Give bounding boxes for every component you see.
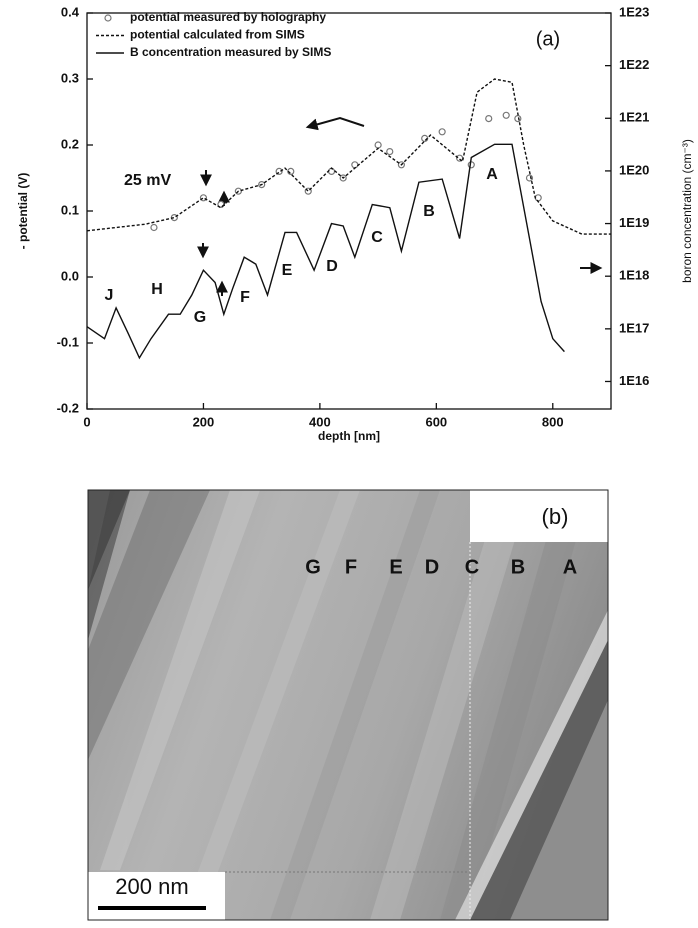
legend-marker bbox=[104, 14, 112, 22]
y2-tick-label: 1E16 bbox=[619, 373, 649, 388]
data-point bbox=[485, 114, 493, 123]
annotation: 25 mV bbox=[124, 172, 171, 189]
data-point bbox=[514, 114, 522, 123]
y-tick-label: 0.1 bbox=[61, 202, 79, 217]
data-point bbox=[150, 223, 158, 232]
band-label: D bbox=[425, 556, 439, 578]
y2-tick-label: 1E20 bbox=[619, 162, 649, 177]
scale-label: 200 nm bbox=[115, 874, 188, 899]
y-tick-label: -0.2 bbox=[57, 400, 79, 415]
noisy-edge bbox=[88, 490, 130, 590]
y-tick-label: 0.2 bbox=[61, 136, 79, 151]
x-tick-label: 400 bbox=[309, 414, 331, 429]
panel-label: (b) bbox=[542, 504, 569, 529]
micrograph bbox=[88, 490, 608, 920]
annotation: F bbox=[240, 289, 250, 306]
annotation: E bbox=[282, 262, 293, 279]
legend-label: B concentration measured by SIMS bbox=[130, 45, 331, 59]
y2-axis-label: boron concentration (cm⁻³) bbox=[680, 139, 694, 283]
band-label: E bbox=[389, 556, 402, 578]
data-point bbox=[386, 148, 394, 156]
y2-tick-label: 1E17 bbox=[619, 320, 649, 335]
annotation: J bbox=[105, 287, 114, 304]
annotation: D bbox=[326, 258, 338, 275]
plot-frame bbox=[86, 12, 612, 410]
y2-tick-label: 1E19 bbox=[619, 215, 649, 230]
y-tick-label: -0.1 bbox=[57, 334, 79, 349]
image-frame bbox=[87, 489, 609, 921]
x-tick-label: 0 bbox=[83, 414, 90, 429]
y-tick-label: 0.0 bbox=[61, 268, 79, 283]
arrows bbox=[197, 116, 603, 296]
legend-label: potential calculated from SIMS bbox=[130, 28, 305, 42]
legend-label: potential measured by holography bbox=[130, 10, 326, 24]
y-axis-label: - potential (V) bbox=[16, 173, 30, 250]
x-tick-label: 200 bbox=[193, 414, 215, 429]
y2-tick-label: 1E21 bbox=[619, 110, 649, 125]
label-box bbox=[470, 490, 608, 542]
noisy-edge bbox=[455, 610, 608, 920]
band-label: G bbox=[305, 556, 321, 578]
data-point bbox=[438, 128, 446, 136]
data-point bbox=[502, 111, 510, 119]
data-point bbox=[327, 167, 336, 175]
x-axis-label: depth [nm] bbox=[318, 429, 380, 443]
y2-tick-label: 1E18 bbox=[619, 268, 649, 283]
x-tick-label: 600 bbox=[425, 414, 447, 429]
y2-tick-label: 1E22 bbox=[619, 57, 649, 72]
annotation: C bbox=[371, 229, 383, 246]
data-point bbox=[351, 161, 359, 169]
data-point bbox=[374, 141, 382, 149]
scale-box bbox=[88, 872, 225, 920]
y-tick-label: 0.4 bbox=[61, 4, 80, 19]
bands bbox=[88, 490, 590, 920]
y2-tick-label: 1E23 bbox=[619, 4, 649, 19]
annotation: G bbox=[194, 309, 206, 326]
data-line bbox=[86, 143, 565, 360]
band-label: A bbox=[563, 556, 577, 578]
annotation: B bbox=[423, 203, 435, 220]
band-label: F bbox=[345, 556, 357, 578]
data-line bbox=[86, 78, 611, 235]
y-tick-label: 0.3 bbox=[61, 70, 79, 85]
data-point bbox=[467, 161, 475, 169]
annotation: H bbox=[151, 281, 163, 298]
annotation: A bbox=[486, 166, 498, 183]
x-tick-label: 800 bbox=[542, 414, 564, 429]
band-label: C bbox=[465, 556, 479, 578]
band-label: B bbox=[511, 556, 525, 578]
panel-label: (a) bbox=[536, 28, 560, 50]
